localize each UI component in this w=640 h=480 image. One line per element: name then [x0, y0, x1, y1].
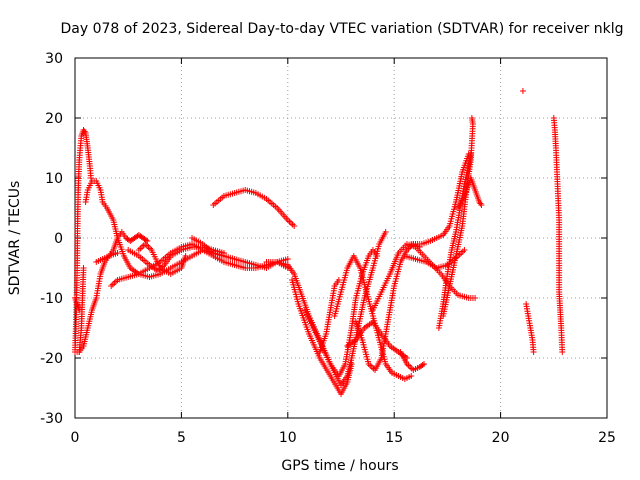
series-arc-26 — [519, 88, 526, 94]
y-tick-label: -20 — [40, 351, 63, 367]
x-tick-labels: 0 5 10 15 20 25 — [71, 430, 616, 446]
data-point — [137, 245, 144, 252]
data-point — [286, 218, 293, 225]
data-point — [287, 220, 294, 226]
data-point — [159, 263, 166, 270]
series-arc-9 — [135, 241, 189, 277]
data-point — [143, 242, 150, 249]
data-point — [456, 251, 463, 258]
data-point — [291, 223, 298, 229]
y-tick-label: 30 — [45, 51, 63, 67]
data-point — [139, 244, 146, 250]
series-arc-7 — [108, 241, 291, 289]
data-point — [382, 229, 389, 235]
data-point — [419, 362, 426, 368]
chart-title: Day 078 of 2023, Sidereal Day-to-day VTE… — [61, 21, 624, 37]
data-point — [147, 245, 154, 252]
data-point — [111, 280, 118, 286]
series-arc-8 — [125, 244, 227, 274]
x-axis-label: GPS time / hours — [281, 458, 398, 474]
series-arc-15 — [316, 277, 342, 355]
data-point — [289, 221, 296, 228]
data-point — [348, 361, 355, 367]
data-point — [519, 88, 526, 94]
data-point — [87, 175, 94, 181]
series-arc-4 — [76, 265, 87, 355]
data-point — [461, 247, 468, 253]
x-tick-label: 20 — [492, 430, 510, 446]
grid-lines — [75, 58, 607, 418]
series-arc-20 — [397, 349, 427, 373]
data-point — [142, 237, 149, 243]
series-arc-28 — [550, 115, 566, 355]
data-point — [114, 250, 121, 256]
series-arc-16 — [331, 253, 415, 382]
data-point — [478, 202, 485, 208]
data-point — [220, 253, 227, 259]
data-point — [182, 253, 189, 259]
y-tick-label: -10 — [40, 291, 63, 307]
x-tick-label: 5 — [177, 430, 186, 446]
data-point — [109, 281, 116, 288]
data-points — [72, 88, 566, 397]
data-point — [405, 362, 412, 369]
data-point — [420, 361, 427, 367]
data-point — [530, 349, 537, 355]
data-point — [368, 364, 375, 370]
series-arc-1 — [72, 127, 94, 355]
series-arc-11 — [210, 187, 298, 229]
series-arc-25 — [455, 175, 485, 211]
y-tick-label: -30 — [40, 411, 63, 427]
series-arc-5 — [82, 178, 291, 280]
data-point — [408, 373, 415, 379]
data-point — [559, 349, 566, 355]
x-tick-label: 0 — [71, 430, 80, 446]
data-point — [407, 364, 414, 370]
data-point — [108, 283, 115, 289]
series-arc-27 — [523, 301, 537, 355]
data-point — [472, 295, 479, 301]
x-tick-label: 15 — [385, 430, 403, 446]
series-arc-18 — [352, 241, 423, 373]
y-tick-label: 10 — [45, 171, 63, 187]
axis-ticks — [74, 57, 608, 419]
data-point — [145, 244, 152, 250]
series-arc-6 — [93, 250, 121, 265]
series-arc-22 — [408, 151, 472, 247]
data-point — [468, 115, 475, 121]
x-tick-label: 25 — [598, 430, 616, 446]
data-point — [80, 265, 87, 271]
x-tick-label: 10 — [279, 430, 297, 446]
series-arc-10 — [189, 235, 227, 259]
data-point — [284, 256, 291, 262]
y-tick-label: 0 — [54, 231, 63, 247]
y-tick-labels: -30 -20 -10 0 10 20 30 — [40, 51, 63, 427]
data-point — [374, 253, 381, 259]
data-point — [335, 277, 342, 283]
y-axis-label: SDTVAR / TECUs — [7, 181, 23, 296]
data-point — [459, 248, 466, 255]
series-arc-17 — [344, 319, 410, 361]
y-tick-label: 20 — [45, 111, 63, 127]
